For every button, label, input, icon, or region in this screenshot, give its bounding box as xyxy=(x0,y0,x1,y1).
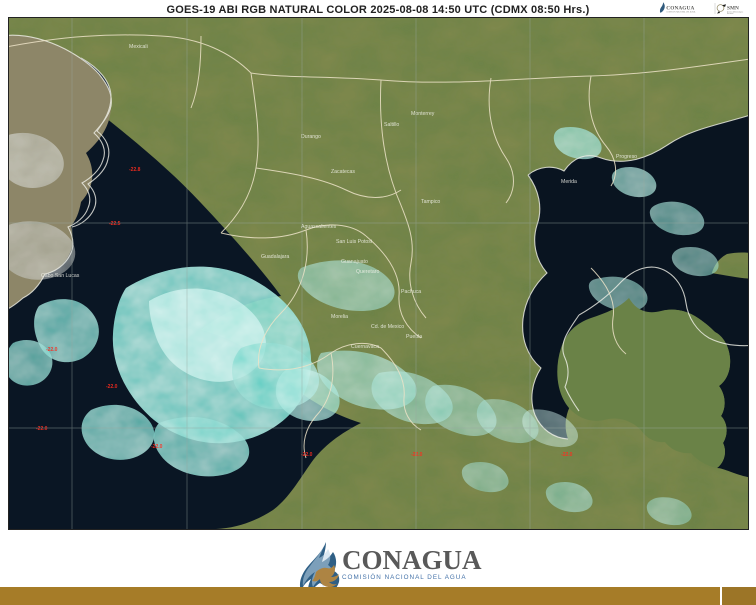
svg-text:Saltillo: Saltillo xyxy=(384,122,399,128)
svg-text:COMISIÓN NACIONAL DEL AGUA: COMISIÓN NACIONAL DEL AGUA xyxy=(342,572,467,581)
svg-text:-22.0: -22.0 xyxy=(151,444,163,450)
svg-text:Queretaro: Queretaro xyxy=(356,269,379,275)
svg-text:Cuernavaca: Cuernavaca xyxy=(351,344,379,350)
svg-text:San Luis Potosi: San Luis Potosi xyxy=(336,239,372,245)
svg-text:-22.0: -22.0 xyxy=(36,426,48,432)
svg-text:Guanajuato: Guanajuato xyxy=(341,259,368,265)
svg-text:Durango: Durango xyxy=(301,134,321,140)
svg-text:Puebla: Puebla xyxy=(406,334,422,340)
svg-text:Cabo San Lucas: Cabo San Lucas xyxy=(41,273,80,279)
svg-text:-22.0: -22.0 xyxy=(301,452,313,458)
svg-text:-22.0: -22.0 xyxy=(106,384,118,390)
svg-text:Tampico: Tampico xyxy=(421,199,440,205)
svg-text:SMN: SMN xyxy=(727,6,739,12)
svg-text:Aguascalientes: Aguascalientes xyxy=(301,224,337,230)
svg-text:Mexicali: Mexicali xyxy=(129,44,148,50)
svg-text:Zacatecas: Zacatecas xyxy=(331,169,355,175)
svg-text:Merida: Merida xyxy=(561,179,577,185)
svg-text:-22.0: -22.0 xyxy=(411,452,423,458)
svg-text:Monterrey: Monterrey xyxy=(411,111,435,117)
svg-text:CONAGUA: CONAGUA xyxy=(342,545,482,575)
svg-text:Pachuca: Pachuca xyxy=(401,289,421,295)
svg-text:Progreso: Progreso xyxy=(616,154,637,160)
svg-text:-22.0: -22.0 xyxy=(561,452,573,458)
svg-text:Morelia: Morelia xyxy=(331,314,348,320)
svg-text:Guadalajara: Guadalajara xyxy=(261,254,289,260)
svg-text:-22.8: -22.8 xyxy=(129,167,141,173)
svg-text:-22.0: -22.0 xyxy=(46,347,58,353)
svg-text:Nacional: Nacional xyxy=(727,13,734,15)
svg-text:Cd. de Mexico: Cd. de Mexico xyxy=(371,324,404,330)
svg-text:COMISION NACIONAL DEL AGUA: COMISION NACIONAL DEL AGUA xyxy=(666,10,696,13)
svg-text:-22.5: -22.5 xyxy=(109,221,121,227)
